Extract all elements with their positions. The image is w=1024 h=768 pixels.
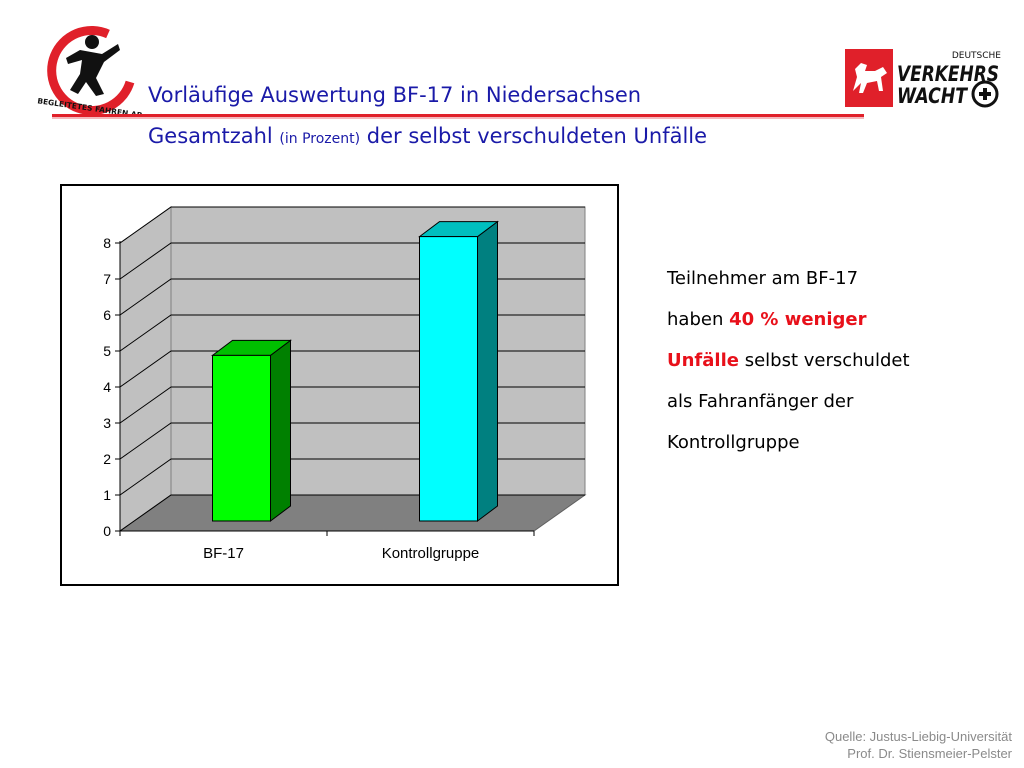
header-rule bbox=[52, 114, 864, 117]
bf17-logo: BEGLEITETES FAHREN AB 17 bbox=[37, 26, 142, 116]
y-tick-label: 4 bbox=[103, 379, 111, 395]
subtitle-unit: (in Prozent) bbox=[279, 131, 361, 147]
y-tick-label: 6 bbox=[103, 307, 111, 323]
bar bbox=[419, 236, 478, 522]
header-rule-shadow bbox=[52, 117, 864, 119]
summary-line-1: Teilnehmer am BF-17 bbox=[667, 268, 859, 289]
y-tick-label: 7 bbox=[103, 271, 111, 287]
y-tick-label: 1 bbox=[103, 487, 111, 503]
bar-side bbox=[270, 339, 291, 522]
y-tick-label: 0 bbox=[103, 523, 111, 539]
source-note: Quelle: Justus-Liebig-Universität Prof. … bbox=[825, 728, 1012, 762]
x-tick-label: Kontrollgruppe bbox=[382, 545, 480, 562]
summary-line-3b: selbst verschuldet bbox=[744, 350, 910, 371]
summary-highlight-percent: 40 % weniger bbox=[729, 309, 867, 330]
page-title: Vorläufige Auswertung BF-17 in Niedersac… bbox=[148, 83, 642, 107]
summary-line-5: Kontrollgruppe bbox=[667, 432, 800, 453]
y-tick-label: 5 bbox=[103, 343, 111, 359]
summary-line-2: haben 40 % weniger bbox=[667, 299, 997, 340]
summary-line-3: Unfälle selbst verschuldet bbox=[667, 340, 997, 381]
source-line-2: Prof. Dr. Stiensmeier-Pelster bbox=[847, 746, 1012, 761]
gridline bbox=[119, 206, 585, 244]
page-subtitle: Gesamtzahl (in Prozent) der selbst versc… bbox=[148, 124, 707, 148]
summary-line-4: als Fahranfänger der bbox=[667, 391, 854, 412]
summary-text: Teilnehmer am BF-17 haben 40 % weniger U… bbox=[667, 258, 997, 463]
y-tick-label: 2 bbox=[103, 451, 111, 467]
logo-right-line1: DEUTSCHE bbox=[952, 51, 1001, 61]
bar-side bbox=[477, 220, 498, 522]
summary-line-2a: haben bbox=[667, 309, 724, 330]
y-tick-label: 8 bbox=[103, 235, 111, 251]
x-tick-label: BF-17 bbox=[203, 545, 244, 562]
subtitle-part-b: der selbst verschuldeten Unfälle bbox=[366, 124, 708, 148]
bar-chart: 0 1 2 3 4 5 6 7 8 BF-17 Kontrollgruppe bbox=[103, 206, 587, 562]
y-tick-label: 3 bbox=[103, 415, 111, 431]
verkehrswacht-logo: DEUTSCHE VERKEHRS WACHT bbox=[845, 49, 1001, 108]
chart-floor bbox=[118, 494, 587, 532]
source-line-1: Quelle: Justus-Liebig-Universität bbox=[824, 729, 1012, 744]
summary-highlight-unfaelle: Unfälle bbox=[667, 350, 739, 371]
logo-right-line3: WACHT bbox=[897, 84, 968, 108]
bar bbox=[212, 354, 271, 522]
subtitle-part-a: Gesamtzahl bbox=[148, 124, 273, 148]
chart-frame: 0 1 2 3 4 5 6 7 8 BF-17 Kontrollgruppe bbox=[60, 184, 619, 586]
